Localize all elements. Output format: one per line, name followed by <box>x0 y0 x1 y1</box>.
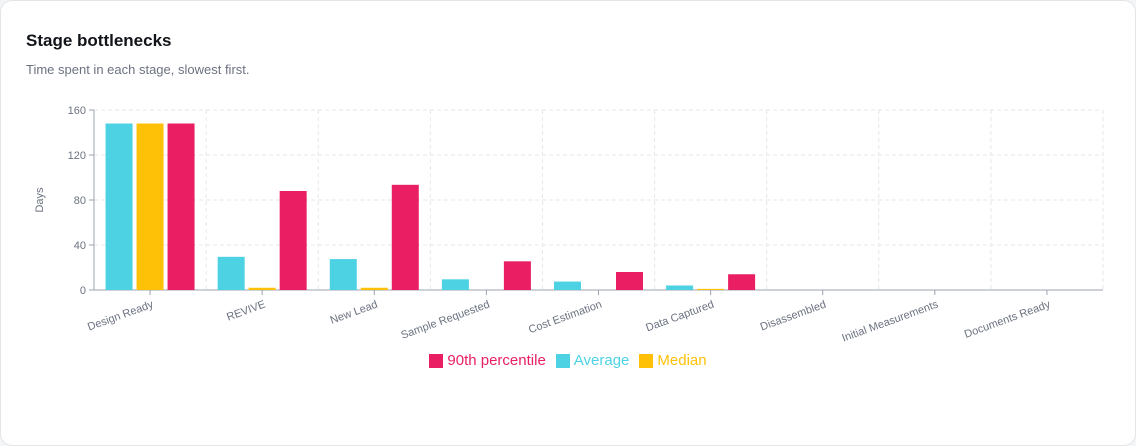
bar-90th-percentile <box>503 261 531 290</box>
legend-label: Median <box>657 352 707 369</box>
chart-subtitle: Time spent in each stage, slowest first. <box>26 62 250 77</box>
bar-90th-percentile <box>728 274 756 290</box>
legend-swatch <box>429 353 444 368</box>
legend-label: 90th percentile <box>447 352 546 369</box>
y-tick-label: 0 <box>80 285 86 297</box>
bar-90th-percentile <box>279 191 307 290</box>
x-tick-label: New Lead <box>329 299 380 327</box>
legend-label: Average <box>573 352 630 369</box>
y-tick-label: 40 <box>74 240 86 252</box>
chart-title: Stage bottlenecks <box>26 31 172 50</box>
x-tick-label: Cost Estimation <box>527 299 603 337</box>
bar-average <box>554 281 581 290</box>
bar-average <box>105 123 133 290</box>
y-tick-label: 120 <box>68 150 86 162</box>
x-tick-label: Disassembled <box>759 299 828 334</box>
legend-swatch <box>555 353 570 368</box>
bar-average <box>441 279 469 290</box>
bar-median <box>248 287 276 290</box>
x-tick-label: Initial Measurements <box>840 298 940 344</box>
y-axis-title: Days <box>34 187 46 213</box>
bar-90th-percentile <box>391 184 419 290</box>
legend-item[interactable]: 90th percentile <box>429 352 546 369</box>
bar-90th-percentile <box>167 123 195 290</box>
x-tick-label: Design Ready <box>86 298 156 333</box>
chart-legend: 90th percentile Average Median <box>1 352 1135 369</box>
bar-90th-percentile <box>616 272 643 290</box>
y-tick-label: 80 <box>74 195 86 207</box>
legend-swatch <box>639 353 654 368</box>
x-tick-label: Data Captured <box>644 299 715 335</box>
bar-average <box>666 285 694 290</box>
legend-item[interactable]: Average <box>555 352 630 369</box>
y-tick-label: 160 <box>68 105 86 117</box>
bar-median <box>360 287 388 290</box>
x-tick-label: Sample Requested <box>399 299 491 342</box>
bar-median <box>697 288 725 290</box>
x-tick-label: REVIVE <box>225 299 267 324</box>
legend-item[interactable]: Median <box>639 352 707 369</box>
bar-median <box>136 123 164 290</box>
x-tick-label: Documents Ready <box>963 298 1053 340</box>
bar-average <box>217 256 245 290</box>
bar-average <box>329 259 357 290</box>
